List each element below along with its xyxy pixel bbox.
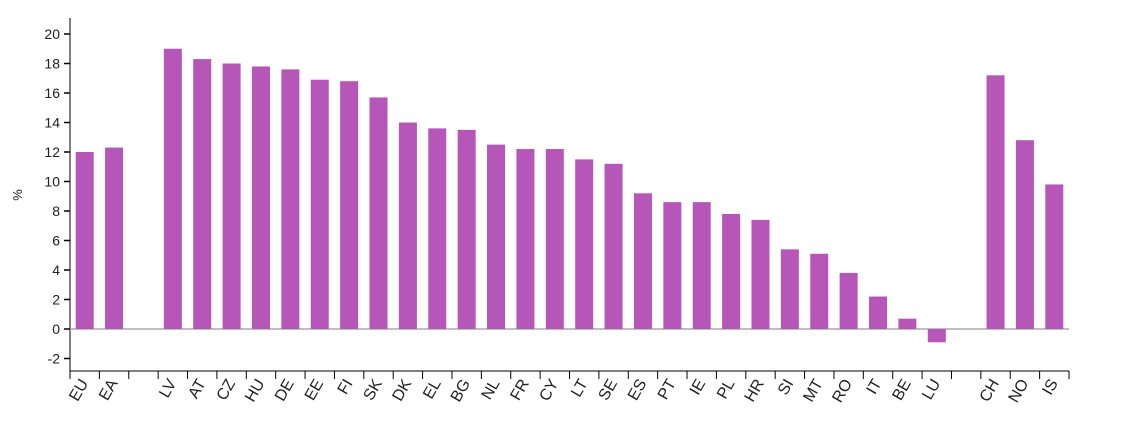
bar-se xyxy=(604,163,623,329)
x-tick-label: HR xyxy=(742,377,768,406)
x-tick-label: CZ xyxy=(214,376,239,403)
x-tick-label: DK xyxy=(390,376,416,404)
bar-is xyxy=(1045,184,1064,329)
bar-be xyxy=(898,318,917,329)
x-tick-label: FR xyxy=(508,377,533,404)
bar-lv xyxy=(163,48,182,329)
bar-pl xyxy=(722,213,741,329)
x-tick-label: BE xyxy=(889,377,914,404)
y-tick-label: 8 xyxy=(52,203,60,219)
bar-no xyxy=(1015,140,1034,329)
bar-cz xyxy=(222,63,241,329)
x-tick-label: AT xyxy=(185,376,209,401)
x-tick-label: EU xyxy=(66,377,92,405)
bar-at xyxy=(193,59,212,329)
y-tick-label: 16 xyxy=(44,85,60,101)
x-tick-label: MT xyxy=(800,376,826,405)
x-tick-label: ES xyxy=(625,377,650,404)
x-tick-label: LU xyxy=(919,377,944,403)
bar-si xyxy=(780,249,799,329)
x-tick-label: PL xyxy=(714,376,739,402)
x-tick-label: CY xyxy=(536,376,562,404)
y-tick-label: 14 xyxy=(44,115,60,131)
bar-el xyxy=(428,128,447,329)
y-tick-label: 0 xyxy=(52,321,60,337)
bars xyxy=(75,48,1064,343)
y-tick-label: 2 xyxy=(52,292,60,308)
x-axis: EU EA LV AT CZ HU DE EE FI SK DK EL BG NL FR CY LT SE ES PT… xyxy=(66,370,1070,406)
x-tick-label: SE xyxy=(596,377,621,404)
y-tick-label: 6 xyxy=(52,233,60,249)
bar-sk xyxy=(369,97,388,329)
bar-it xyxy=(869,296,888,329)
x-tick-label: SK xyxy=(361,376,387,403)
bar-ie xyxy=(692,202,711,329)
bar-es xyxy=(633,193,652,329)
x-tick-label: LT xyxy=(568,376,592,400)
x-tick-label: PT xyxy=(655,376,680,402)
bar-fr xyxy=(516,149,535,329)
x-tick-label: CH xyxy=(977,377,1003,406)
bar-lu xyxy=(927,329,946,343)
y-tick-label: -2 xyxy=(48,351,61,367)
y-tick-label: 18 xyxy=(44,56,60,72)
x-tick-label: LV xyxy=(156,376,180,401)
bar-ee xyxy=(310,79,329,329)
bar-eu xyxy=(75,152,94,329)
bar-ea xyxy=(105,147,124,329)
bar-de xyxy=(281,69,300,330)
x-tick-label: EA xyxy=(96,376,122,403)
x-tick-label: DE xyxy=(272,377,298,405)
x-tick-label: SI xyxy=(775,377,797,399)
x-tick-label: EL xyxy=(420,376,445,402)
bar-lt xyxy=(575,159,594,329)
bar-mt xyxy=(810,253,829,329)
x-tick-label: HU xyxy=(242,377,268,406)
bar-fi xyxy=(340,81,359,329)
y-tick-label: 12 xyxy=(44,144,60,160)
x-tick-label: NL xyxy=(479,376,504,402)
y-tick-label: 10 xyxy=(44,174,60,190)
x-tick-label: EE xyxy=(302,377,327,404)
bar-dk xyxy=(398,122,417,329)
y-tick-label: 20 xyxy=(44,26,60,42)
x-tick-label: IS xyxy=(1039,377,1061,399)
x-tick-label: IT xyxy=(864,376,886,397)
y-axis-title: % xyxy=(10,189,25,201)
x-tick-label: IE xyxy=(687,377,709,399)
bar-bg xyxy=(457,129,476,329)
x-tick-label: BG xyxy=(448,377,474,406)
bar-cy xyxy=(545,149,564,329)
x-tick-label: FI xyxy=(335,377,357,398)
bar-ro xyxy=(839,272,858,329)
bar-pt xyxy=(663,202,682,329)
bar-nl xyxy=(487,144,506,329)
bar-hu xyxy=(251,66,270,329)
bar-hr xyxy=(751,219,770,329)
y-tick-label: 4 xyxy=(52,262,60,278)
x-tick-label: NO xyxy=(1006,377,1033,406)
bar-ch xyxy=(986,75,1005,329)
x-tick-label: RO xyxy=(829,377,856,406)
